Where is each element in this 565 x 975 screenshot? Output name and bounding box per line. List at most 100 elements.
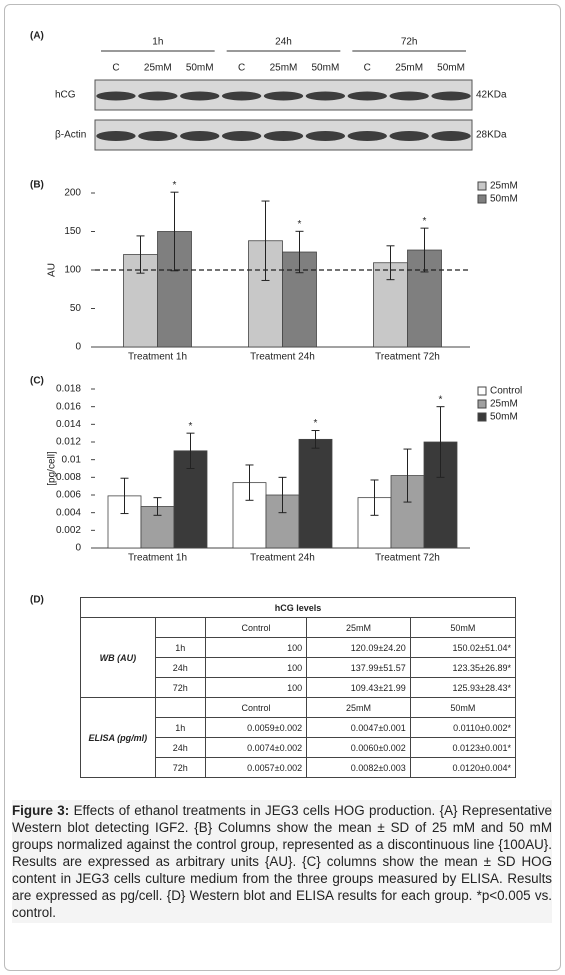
value-cell: 150.02±51.04* [409,637,517,658]
lane-label: 25mM [395,63,423,74]
row-label: 24h [154,737,206,758]
error-bar [420,227,429,273]
value-cell: 123.35±26.89* [409,657,517,678]
blot-band [138,91,178,101]
significance-mark: * [314,418,318,429]
value-cell: 0.0123±0.001* [409,737,517,758]
y-axis-label: AU [47,263,58,277]
row-label: 1h [154,637,206,658]
error-bar [120,477,129,515]
legend-label: 25mM [490,399,518,410]
value-cell: 0.0057±0.002 [204,757,308,778]
y-tick-label: 0.014 [56,419,81,430]
blot-name: β-Actin [55,130,86,141]
blot-band [221,91,262,101]
value-cell: 0.0074±0.002 [204,737,308,758]
column-header: 25mM [306,617,411,638]
blot-band [180,131,220,141]
row-label: 72h [154,757,206,778]
panel-label: (C) [30,376,44,387]
value-cell: 120.09±24.20 [306,637,411,658]
lane-label: 25mM [270,63,298,74]
significance-mark: * [173,180,177,191]
row-label: 1h [154,717,206,738]
figure-frame [4,4,561,971]
lane-label: C [364,63,371,74]
x-tick-label: Treatment 72h [375,553,440,564]
group-label: WB (AU) [80,617,156,698]
lane-label: 25mM [144,63,172,74]
error-bar [170,191,179,272]
bar [298,438,333,549]
table-title: hCG levels [80,597,516,618]
x-tick-label: Treatment 24h [250,352,315,363]
group-label: 72h [401,37,418,48]
y-tick-label: 200 [64,188,81,199]
error-bar [295,230,304,274]
panel-label: (D) [30,595,44,606]
group-label: ELISA (pg/ml) [80,697,156,778]
legend-swatch [477,386,487,396]
empty-cell [154,617,206,638]
y-tick-label: 150 [64,226,81,237]
error-bar [386,245,395,281]
error-bar [311,430,320,449]
y-tick-label: 0.006 [56,490,81,501]
y-tick-label: 0 [75,342,81,353]
value-cell: 0.0047±0.001 [306,717,411,738]
value-cell: 0.0060±0.002 [306,737,411,758]
blot-band [180,91,220,101]
legend-swatch [477,399,487,409]
blot-band [96,131,136,141]
blot-band [389,91,429,101]
results-table: hCG levels WB (AU) Control 25mM 50mM 1h 100 120… [80,597,517,778]
y-tick-label: 0.01 [62,454,82,465]
panel-label: (B) [30,180,44,191]
value-cell: 0.0120±0.004* [409,757,517,778]
row-label: 72h [154,677,206,698]
group-label: 1h [152,37,163,48]
significance-mark: * [423,216,427,227]
empty-cell [154,697,206,718]
x-tick-label: Treatment 1h [128,553,187,564]
lane-label: C [112,63,119,74]
blot-band [96,91,136,101]
error-bar [278,476,287,514]
value-cell: 100 [204,637,308,658]
significance-mark: * [298,219,302,230]
legend-swatch [477,181,487,191]
lane-label: C [238,63,245,74]
legend-label: 25mM [490,181,518,192]
error-bar [186,432,195,469]
group-label: 24h [275,37,292,48]
table-row: hCG levels [80,597,516,618]
table-row: 72h 0.0057±0.002 0.0082±0.003 0.0120±0.004* [81,757,517,778]
error-bar [370,479,379,516]
error-bar [261,200,270,281]
blot-band [263,131,304,141]
blot-band [221,131,262,141]
blot-band [263,91,304,101]
blot-band [305,91,346,101]
caption-label: Figure 3: [12,803,70,818]
y-tick-label: 0.018 [56,384,81,395]
x-tick-label: Treatment 72h [375,352,440,363]
value-cell: 109.43±21.99 [306,677,411,698]
legend-label: 50mM [490,194,518,205]
value-cell: 125.93±28.43* [409,677,517,698]
legend-swatch [477,194,487,204]
blot-size: 28KDa [476,130,507,141]
blot-name: hCG [55,90,76,101]
bar [173,450,208,549]
blot-size: 42KDa [476,90,507,101]
y-tick-label: 0.012 [56,437,81,448]
legend-label: Control [490,386,522,397]
blot-band [431,131,471,141]
table-row: WB (AU) Control 25mM 50mM [80,617,517,698]
legend-swatch [477,412,487,422]
column-header: 50mM [409,697,517,718]
table-row: ELISA (pg/ml) Control 25mM 50mM [80,697,517,778]
y-tick-label: 0.008 [56,472,81,483]
column-header: 50mM [409,617,517,638]
